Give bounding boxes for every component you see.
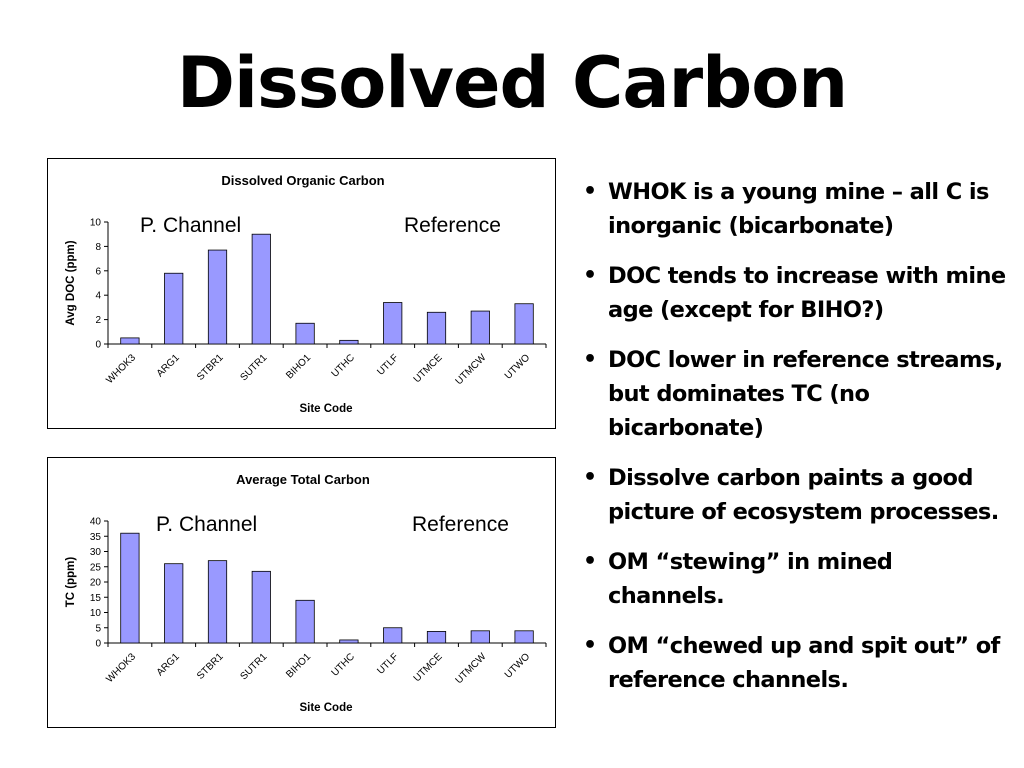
doc-annotation-reference: Reference <box>404 214 501 237</box>
doc-bar <box>383 302 403 345</box>
bullet-item: • OM “chewed up and spit out” of referenc… <box>583 629 1008 697</box>
tc-x-tick-label: WHOK3 <box>104 651 138 685</box>
tc-bar <box>295 599 315 644</box>
tc-y-tick-label: 40 <box>90 517 102 528</box>
tc-x-tick-label: UTMCE <box>412 651 445 684</box>
doc-x-tick-label: UTMCE <box>412 352 445 385</box>
tc-bar <box>426 631 447 644</box>
doc-x-tick-label: UTHC <box>330 352 357 379</box>
doc-bar <box>339 339 359 345</box>
tc-y-tick-label: 25 <box>90 562 102 573</box>
tc-x-tick-label: ARG1 <box>155 651 182 678</box>
bullet-marker: • <box>583 633 597 658</box>
bullet-text: Dissolve carbon paints a good picture of… <box>608 465 999 525</box>
doc-y-tick-label: 6 <box>95 266 101 277</box>
doc-y-tick-label: 4 <box>95 291 101 302</box>
doc-x-tick-label: SUTR1 <box>238 352 269 383</box>
tc-bar <box>470 630 490 644</box>
tc-x-tick-label: UTHC <box>330 651 357 678</box>
doc-chart: Dissolved Organic Carbon 0 2 4 6 8 10 WHOK3 ARG1… <box>47 158 556 429</box>
bullet-item: • DOC lower in reference streams, but dom… <box>583 343 1008 445</box>
tc-y-tick-label: 20 <box>90 578 102 589</box>
bullet-text: OM “chewed up and spit out” of reference… <box>608 633 1000 693</box>
bullet-item: • Dissolve carbon paints a good picture o… <box>583 461 1008 529</box>
bullet-marker: • <box>583 179 597 204</box>
tc-x-tick-label: SUTR1 <box>238 651 269 682</box>
doc-x-tick-label: WHOK3 <box>104 352 138 386</box>
bullet-marker: • <box>583 347 597 372</box>
slide-title: Dissolved Carbon <box>176 42 848 124</box>
tc-y-tick-label: 35 <box>90 532 102 543</box>
doc-y-tick-label: 2 <box>95 315 101 326</box>
tc-chart-title: Average Total Carbon <box>236 472 370 487</box>
tc-chart: Average Total Carbon 0 5 10 15 20 25 30 35 40 WHOK… <box>47 457 556 728</box>
doc-x-tick-label: UTMCW <box>454 352 489 387</box>
tc-annotation-reference: Reference <box>412 513 509 536</box>
bullet-item: • OM “stewing” in mined channels. <box>583 545 1008 613</box>
doc-y-tick-label: 0 <box>95 340 101 351</box>
doc-bar <box>164 272 184 345</box>
doc-bar <box>251 233 271 345</box>
doc-bar <box>426 311 447 345</box>
tc-y-tick-label: 15 <box>90 593 102 604</box>
doc-bar <box>514 303 534 345</box>
tc-bar <box>383 627 403 644</box>
doc-bar <box>295 322 315 345</box>
doc-x-axis-label: Site Code <box>299 403 352 415</box>
bullet-marker: • <box>583 263 597 288</box>
tc-annotation-p-channel: P. Channel <box>156 513 258 536</box>
tc-x-tick-label: BIHO1 <box>284 651 313 680</box>
tc-x-tick-label: UTMCW <box>454 651 489 686</box>
bullet-text: DOC lower in reference streams, but domi… <box>608 347 1003 441</box>
doc-y-tick-label: 10 <box>90 218 102 229</box>
tc-x-axis-label: Site Code <box>299 702 352 714</box>
doc-x-tick-label: UTWO <box>503 352 533 382</box>
tc-bar <box>207 560 228 644</box>
doc-chart-svg: Dissolved Organic Carbon 0 2 4 6 8 10 WHOK3 ARG1… <box>65 173 547 415</box>
bullet-text: WHOK is a young mine – all C is inorgani… <box>608 179 989 239</box>
tc-bar <box>251 570 271 644</box>
doc-x-tick-label: STBR1 <box>195 352 226 383</box>
doc-chart-title: Dissolved Organic Carbon <box>221 173 384 188</box>
doc-x-tick-label: BIHO1 <box>284 352 313 381</box>
tc-y-tick-label: 30 <box>90 547 102 558</box>
bullet-marker: • <box>583 549 597 574</box>
doc-bar <box>207 249 228 345</box>
tc-chart-svg: Average Total Carbon 0 5 10 15 20 25 30 35 40 WHOK… <box>65 472 547 714</box>
tc-x-tick-label: UTLF <box>375 651 400 676</box>
bullet-text: OM “stewing” in mined channels. <box>608 549 893 609</box>
bullet-list: • WHOK is a young mine – all C is inorgan… <box>583 175 1008 713</box>
bullet-text: DOC tends to increase with mine age (exc… <box>608 263 1006 323</box>
tc-y-tick-label: 0 <box>95 639 101 650</box>
tc-x-tick-label: UTWO <box>503 651 533 681</box>
tc-bar <box>164 563 184 644</box>
doc-annotation-p-channel: P. Channel <box>140 214 242 237</box>
tc-bar <box>514 630 534 644</box>
doc-bar <box>120 337 140 345</box>
tc-y-tick-label: 10 <box>90 608 102 619</box>
doc-x-tick-label: ARG1 <box>155 352 182 379</box>
doc-x-tick-label: UTLF <box>375 352 400 377</box>
bullet-item: • DOC tends to increase with mine age (ex… <box>583 259 1008 327</box>
tc-x-tick-label: STBR1 <box>195 651 226 682</box>
tc-bar <box>120 532 140 644</box>
tc-y-tick-label: 5 <box>95 623 101 634</box>
bullet-item: • WHOK is a young mine – all C is inorgan… <box>583 175 1008 243</box>
doc-bar <box>470 310 490 345</box>
tc-y-axis-label: TC (ppm) <box>65 557 77 608</box>
tc-bar <box>339 639 359 644</box>
doc-y-axis-label: Avg DOC (ppm) <box>65 240 77 325</box>
bullet-marker: • <box>583 465 597 490</box>
doc-y-tick-label: 8 <box>95 242 101 253</box>
